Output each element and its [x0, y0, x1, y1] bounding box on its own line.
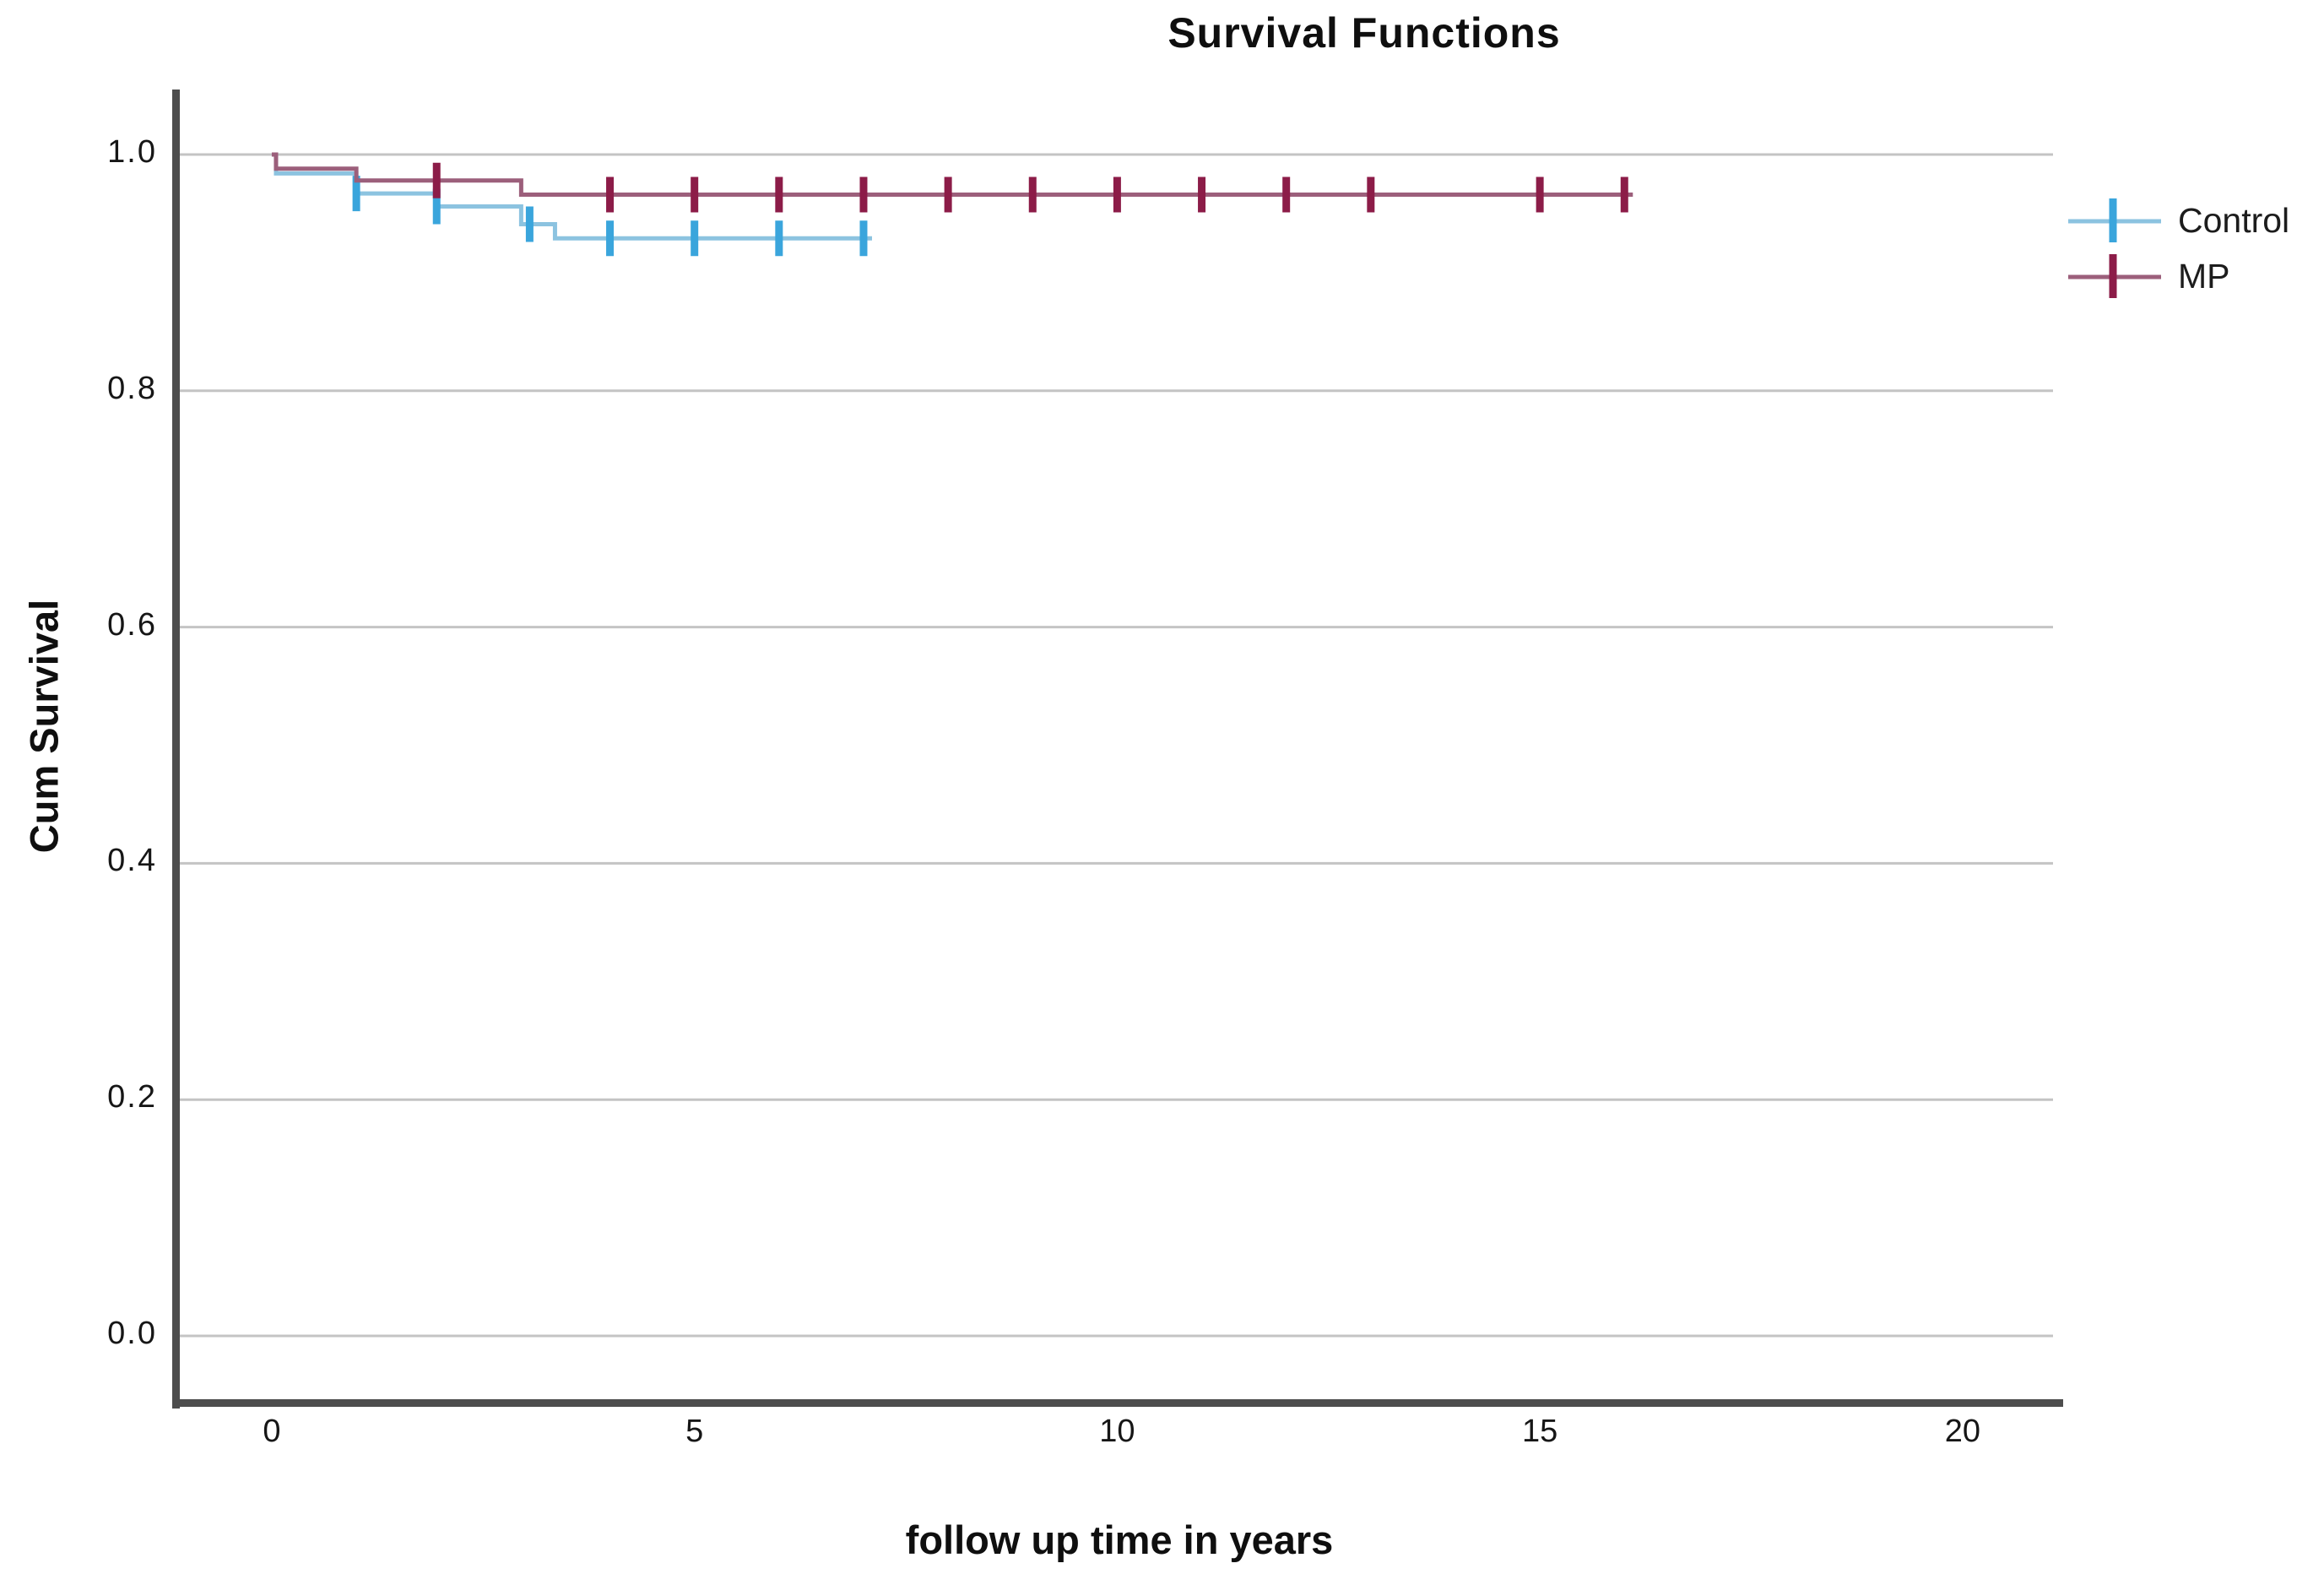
chart-title: Survival Functions: [1167, 9, 1561, 57]
legend: Control MP: [2067, 196, 2289, 307]
y-tick-0.4: 0.4: [107, 843, 157, 879]
y-tick-0.0: 0.0: [107, 1316, 157, 1352]
x-tick-5: 5: [685, 1414, 704, 1449]
legend-label-mp: MP: [2178, 256, 2230, 296]
y-tick-1.0: 1.0: [107, 133, 157, 170]
series-curve-mp: [271, 152, 1633, 198]
x-tick-10: 10: [1099, 1414, 1135, 1449]
y-tick-0.8: 0.8: [107, 370, 157, 406]
mp-line-censor-icon: [2068, 254, 2161, 298]
x-tick-15: 15: [1521, 1414, 1558, 1449]
legend-label-control: Control: [2178, 200, 2290, 240]
x-tick-20: 20: [1944, 1414, 1980, 1449]
legend-item-control: Control: [2067, 196, 2289, 245]
legend-item-mp: MP: [2067, 252, 2289, 301]
y-axis-line: [172, 90, 180, 1409]
y-tick-0.6: 0.6: [107, 606, 157, 643]
x-axis-label: follow up time in years: [905, 1517, 1334, 1562]
x-tick-0: 0: [263, 1414, 281, 1449]
control-line-censor-icon: [2068, 198, 2161, 242]
y-tick-0.2: 0.2: [107, 1079, 157, 1115]
x-axis-line: [172, 1399, 2063, 1407]
